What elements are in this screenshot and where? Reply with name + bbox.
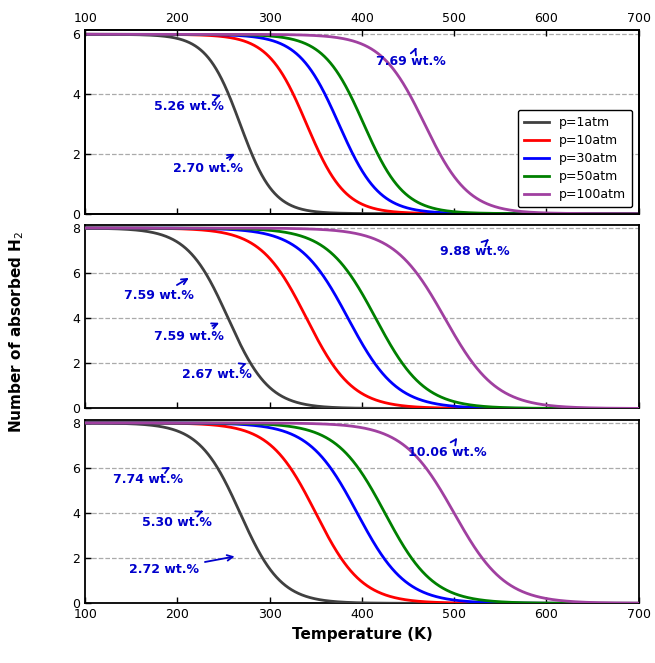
p=10atm: [564, 210, 572, 217]
Line: p=30atm: p=30atm: [85, 34, 639, 213]
p=1atm: [178, 36, 185, 44]
Line: p=50atm: p=50atm: [85, 34, 639, 213]
Text: 10.06 wt.%: 10.06 wt.%: [408, 440, 487, 459]
p=100atm: [293, 31, 301, 39]
p=30atm: [81, 30, 89, 38]
Text: 7.69 wt.%: 7.69 wt.%: [376, 49, 445, 68]
Text: 5.30 wt.%: 5.30 wt.%: [142, 511, 212, 528]
p=1atm: [318, 208, 326, 216]
Line: p=10atm: p=10atm: [85, 34, 639, 213]
Legend: p=1atm, p=10atm, p=30atm, p=50atm, p=100atm: p=1atm, p=10atm, p=30atm, p=50atm, p=100…: [517, 110, 632, 208]
p=1atm: [293, 204, 301, 212]
p=100atm: [178, 30, 185, 38]
p=30atm: [624, 210, 631, 217]
p=30atm: [564, 210, 572, 217]
p=30atm: [635, 210, 643, 217]
Text: 7.74 wt.%: 7.74 wt.%: [113, 468, 183, 486]
p=100atm: [318, 32, 326, 40]
p=10atm: [624, 210, 631, 217]
p=10atm: [144, 30, 152, 38]
Text: 7.59 wt.%: 7.59 wt.%: [124, 279, 194, 302]
p=30atm: [318, 84, 326, 91]
p=30atm: [178, 30, 185, 38]
p=50atm: [318, 50, 326, 58]
Text: 2.72 wt.%: 2.72 wt.%: [130, 555, 233, 576]
p=50atm: [81, 30, 89, 38]
Text: 2.70 wt.%: 2.70 wt.%: [173, 154, 243, 175]
p=50atm: [624, 210, 631, 217]
p=1atm: [624, 210, 631, 217]
p=1atm: [81, 30, 89, 38]
p=30atm: [144, 30, 152, 38]
p=100atm: [144, 30, 152, 38]
Line: p=1atm: p=1atm: [85, 34, 639, 213]
p=100atm: [81, 30, 89, 38]
p=10atm: [81, 30, 89, 38]
p=100atm: [624, 210, 631, 217]
Text: 9.88 wt.%: 9.88 wt.%: [440, 240, 510, 259]
p=1atm: [144, 31, 152, 39]
Text: 5.26 wt.%: 5.26 wt.%: [155, 95, 224, 113]
p=10atm: [293, 99, 301, 107]
p=10atm: [178, 30, 185, 38]
Text: 2.67 wt.%: 2.67 wt.%: [182, 363, 252, 381]
p=50atm: [178, 30, 185, 38]
Text: Number of absorbed H$_2$: Number of absorbed H$_2$: [7, 230, 26, 433]
p=50atm: [293, 36, 301, 44]
p=50atm: [144, 30, 152, 38]
p=10atm: [318, 153, 326, 161]
p=50atm: [564, 210, 572, 217]
p=10atm: [635, 210, 643, 217]
p=100atm: [564, 210, 572, 217]
X-axis label: Temperature (K): Temperature (K): [291, 627, 432, 642]
p=30atm: [293, 50, 301, 58]
p=1atm: [564, 210, 572, 217]
p=1atm: [635, 210, 643, 217]
Text: 7.59 wt.%: 7.59 wt.%: [155, 324, 224, 343]
p=50atm: [635, 210, 643, 217]
Line: p=100atm: p=100atm: [85, 34, 639, 213]
p=100atm: [635, 210, 643, 217]
